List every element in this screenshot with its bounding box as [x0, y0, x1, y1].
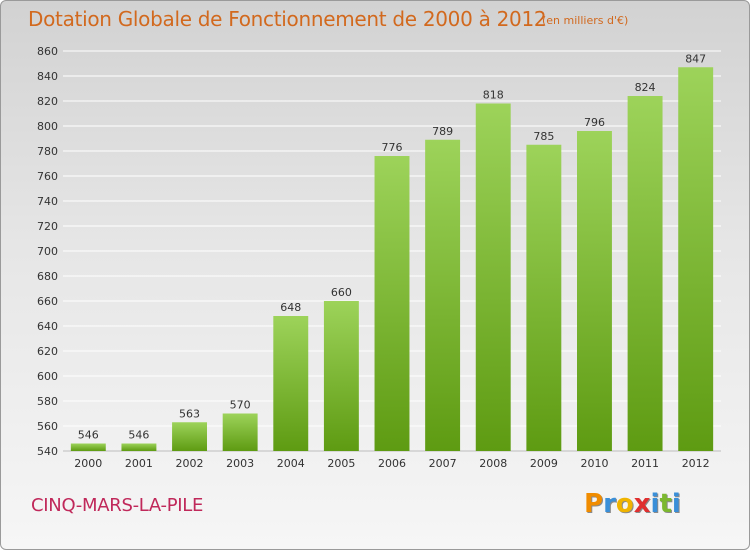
bar-2001: [121, 443, 157, 451]
bar-2003: [222, 413, 258, 451]
y-tick-label: 840: [37, 70, 58, 83]
bar-2010: [576, 131, 612, 451]
chart-unit: (en milliers d'€): [542, 14, 629, 27]
x-tick-label: 2002: [176, 457, 204, 470]
y-tick-label: 800: [37, 120, 58, 133]
y-tick-label: 580: [37, 395, 58, 408]
bar-2004: [273, 316, 309, 451]
bar-2012: [678, 67, 714, 451]
y-tick-label: 780: [37, 145, 58, 158]
y-tick-label: 640: [37, 320, 58, 333]
logo-letter: x: [633, 489, 651, 519]
proxiti-logo[interactable]: Proxiti: [584, 489, 681, 519]
logo-letter: i: [650, 489, 660, 519]
bar-layer: [70, 67, 714, 451]
y-tick-label: 620: [37, 345, 58, 358]
logo-letter: o: [615, 489, 634, 519]
bar-2000: [70, 443, 106, 451]
y-tick-label: 860: [37, 45, 58, 58]
x-tick-label: 2011: [631, 457, 659, 470]
x-tick-label: 2000: [74, 457, 102, 470]
value-label: 546: [128, 429, 149, 442]
value-label: 785: [533, 130, 554, 143]
bar-2006: [374, 156, 410, 451]
x-tick-label: 2003: [226, 457, 254, 470]
bar-2005: [323, 301, 359, 451]
bar-2008: [475, 103, 511, 451]
y-tick-label: 540: [37, 445, 58, 458]
value-label: 796: [584, 116, 605, 129]
y-tick-label: 660: [37, 295, 58, 308]
x-tick-label: 2008: [479, 457, 507, 470]
x-tick-label: 2009: [530, 457, 558, 470]
y-tick-label: 700: [37, 245, 58, 258]
value-label: 776: [382, 141, 403, 154]
y-tick-label: 760: [37, 170, 58, 183]
x-tick-label: 2007: [429, 457, 457, 470]
y-tick-label: 740: [37, 195, 58, 208]
x-tick-label: 2004: [277, 457, 305, 470]
town-name: CINQ-MARS-LA-PILE: [31, 495, 204, 516]
logo-letter: r: [603, 489, 616, 519]
value-label: 648: [280, 301, 301, 314]
x-tick-label: 2005: [327, 457, 355, 470]
bar-2002: [172, 422, 208, 451]
logo-letter: i: [671, 489, 681, 519]
x-tick-label: 2012: [682, 457, 710, 470]
value-label: 824: [635, 81, 656, 94]
y-tick-label: 600: [37, 370, 58, 383]
value-label: 546: [78, 429, 99, 442]
chart-title: Dotation Globale de Fonctionnement de 20…: [28, 7, 547, 31]
value-label: 789: [432, 125, 453, 138]
bar-2009: [526, 144, 562, 451]
x-tick-label: 2006: [378, 457, 406, 470]
y-tick-label: 560: [37, 420, 58, 433]
bar-2011: [627, 96, 663, 451]
y-tick-label: 820: [37, 95, 58, 108]
logo-letter: t: [659, 489, 672, 519]
value-label: 847: [685, 52, 706, 65]
y-tick-label: 720: [37, 220, 58, 233]
value-label: 660: [331, 286, 352, 299]
x-tick-label: 2010: [580, 457, 608, 470]
value-label: 563: [179, 407, 200, 420]
bar-2007: [425, 139, 461, 451]
logo-letter: P: [584, 489, 604, 519]
y-tick-label: 680: [37, 270, 58, 283]
value-label: 818: [483, 89, 504, 102]
value-label: 570: [230, 399, 251, 412]
label-layer: 540 560 580 600 620 640 660 680 700 720 740 760 780 8…: [37, 45, 710, 470]
x-tick-label: 2001: [125, 457, 153, 470]
